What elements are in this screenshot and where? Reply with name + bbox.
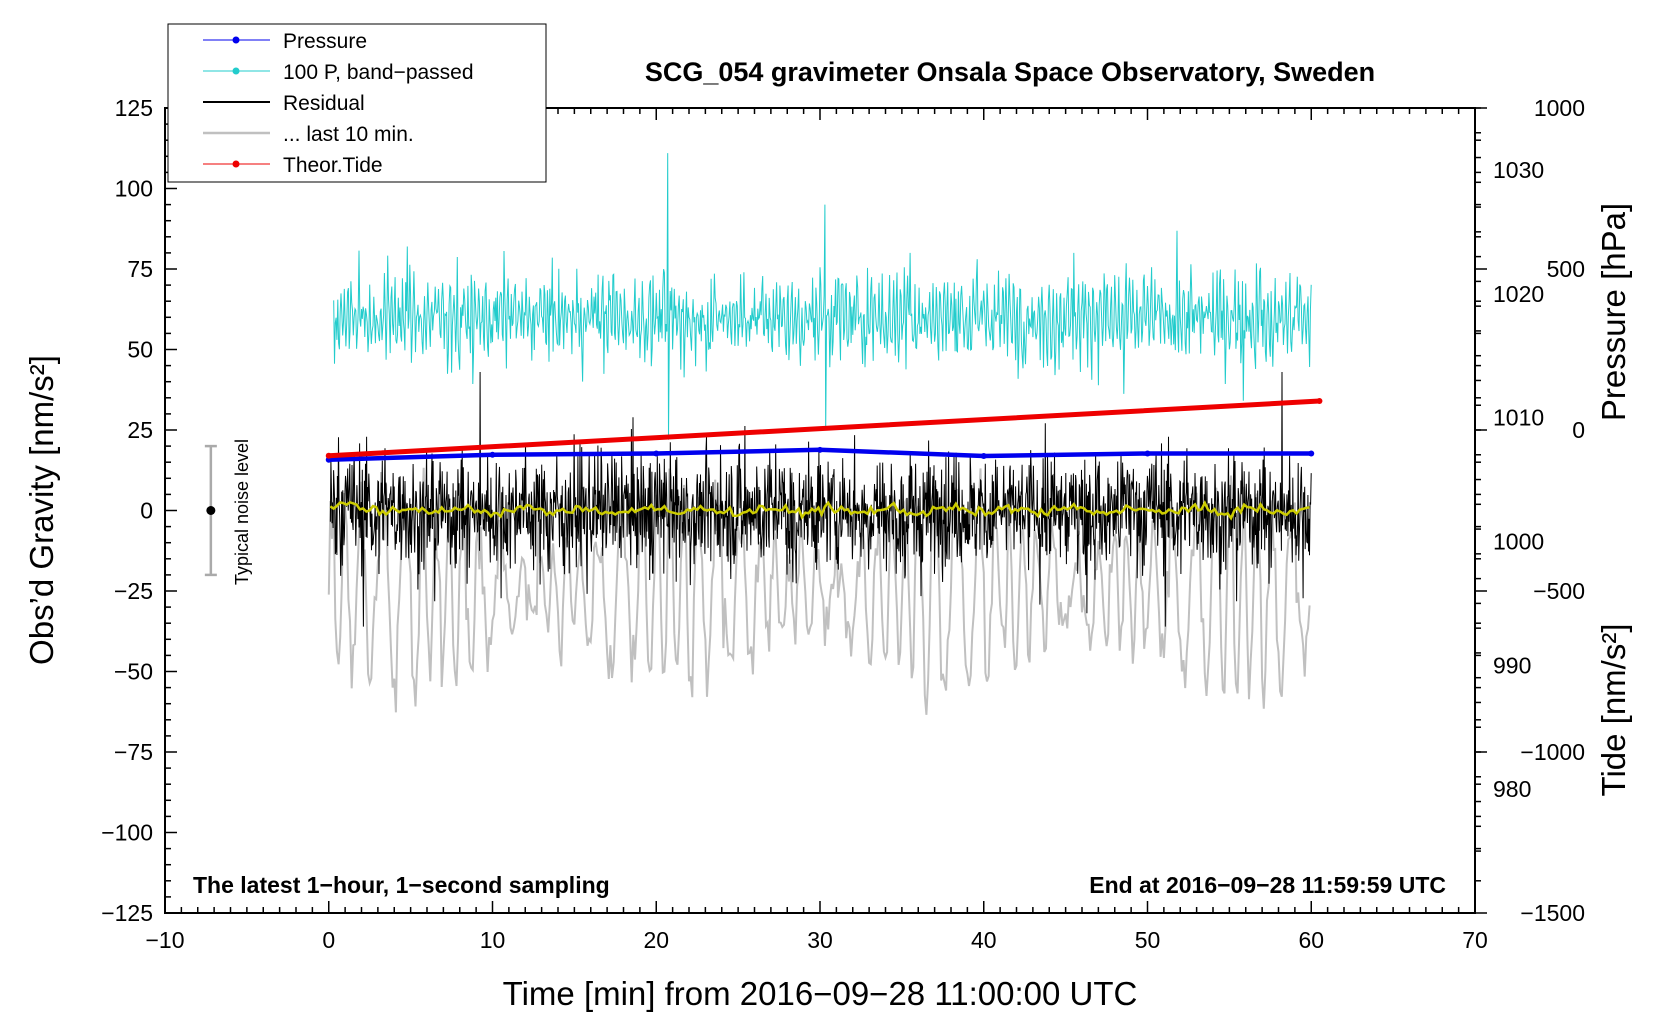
pressure-point (653, 450, 660, 457)
y-tick-label: 125 (115, 95, 153, 121)
noise-level-indicator: Typical noise level (204, 439, 252, 585)
legend-label-pressure: Pressure (283, 30, 367, 53)
tide-tick-label: −500 (1533, 578, 1585, 604)
x-axis-title: Time [min] from 2016−09−28 11:00:00 UTC (503, 975, 1138, 1012)
pressure-point (980, 453, 987, 460)
legend-label-theor-tide: Theor.Tide (283, 154, 383, 177)
y-axis-title-left: Obs’d Gravity [nm/s²] (23, 355, 60, 665)
tide-tick-label: 1000 (1534, 95, 1585, 121)
pressure-point (1308, 450, 1315, 457)
tide-tick-label: 500 (1547, 256, 1585, 282)
x-tick-label: −10 (145, 927, 184, 953)
pressure-tick-label: 1020 (1493, 281, 1544, 307)
theor-tide-point (1316, 398, 1323, 405)
x-tick-label: 70 (1462, 927, 1488, 953)
legend-item-band-passed: 100 P, band−passed (203, 61, 474, 84)
legend-item-residual: Residual (203, 92, 365, 115)
pressure-tick-label: 1030 (1493, 157, 1544, 183)
residual-smoothed-line (329, 500, 1310, 521)
tide-axis-ticks: 1000 500 0 −500 −1000 −1500 (1475, 95, 1585, 926)
band-passed-line (333, 153, 1312, 440)
theoretical-tide-series (325, 398, 1323, 459)
y-tick-label: 75 (127, 256, 153, 282)
legend-label-band-passed: 100 P, band−passed (283, 61, 474, 84)
pressure-series (325, 446, 1315, 463)
y-axis-ticks: 125 100 75 50 25 0 −25 −50 −75 −100 −125 (101, 95, 177, 926)
pressure-tick-label: 980 (1493, 776, 1531, 802)
pressure-point (1144, 450, 1151, 457)
x-tick-label: 50 (1135, 927, 1161, 953)
y-tick-label: −75 (114, 739, 153, 765)
residual-line (329, 371, 1312, 627)
noise-level-dot (206, 506, 216, 515)
legend-label-residual: Residual (283, 92, 365, 115)
theor-tide-line (326, 398, 1322, 459)
tide-tick-label: −1500 (1520, 900, 1585, 926)
band-passed-pressure-series (333, 153, 1312, 440)
end-time-note: End at 2016−09−28 11:59:59 UTC (1089, 872, 1446, 898)
x-axis-ticks: −10 0 10 20 30 40 50 60 70 (145, 108, 1488, 953)
sampling-note: The latest 1−hour, 1−second sampling (193, 872, 610, 898)
residual-series (329, 371, 1312, 627)
legend-item-pressure: Pressure (203, 30, 367, 53)
last-10-min-series (327, 467, 1311, 715)
last-10-min-line (327, 467, 1311, 715)
legend-item-theor-tide: Theor.Tide (203, 154, 383, 177)
y-tick-label: 100 (115, 176, 153, 202)
pressure-point (817, 446, 823, 453)
pressure-tick-label: 990 (1493, 652, 1531, 678)
theor-tide-point (325, 452, 332, 459)
y-tick-label: 25 (127, 417, 153, 443)
y-tick-label: −125 (101, 900, 153, 926)
x-tick-label: 20 (643, 927, 669, 953)
x-tick-label: 60 (1298, 927, 1324, 953)
legend-item-last-10-min: ... last 10 min. (203, 123, 414, 146)
x-tick-label: 40 (971, 927, 997, 953)
tide-tick-label: −1000 (1520, 739, 1585, 765)
pressure-axis-ticks: 1030 1020 1010 1000 990 980 (1475, 107, 1544, 852)
x-tick-label: 30 (807, 927, 833, 953)
pressure-tick-label: 1010 (1493, 405, 1544, 431)
noise-level-label: Typical noise level (232, 439, 252, 585)
y-axis-title-tide: Tide [nm/s²] (1595, 624, 1632, 797)
y-tick-label: −50 (114, 659, 153, 685)
y-tick-label: −25 (114, 578, 153, 604)
x-tick-label: 10 (480, 927, 506, 953)
chart-title: SCG_054 gravimeter Onsala Space Observat… (645, 57, 1375, 87)
y-tick-label: 50 (127, 337, 153, 363)
y-tick-label: 0 (140, 498, 153, 524)
legend: Pressure 100 P, band−passed Residual ...… (167, 23, 547, 183)
x-tick-label: 0 (322, 927, 335, 953)
pressure-tick-label: 1000 (1493, 528, 1544, 554)
pressure-point (489, 451, 496, 458)
legend-label-last-10-min: ... last 10 min. (283, 123, 414, 146)
tide-tick-label: 0 (1572, 417, 1585, 443)
y-tick-label: −100 (101, 820, 153, 846)
y-axis-title-pressure: Pressure [hPa] (1595, 203, 1632, 421)
